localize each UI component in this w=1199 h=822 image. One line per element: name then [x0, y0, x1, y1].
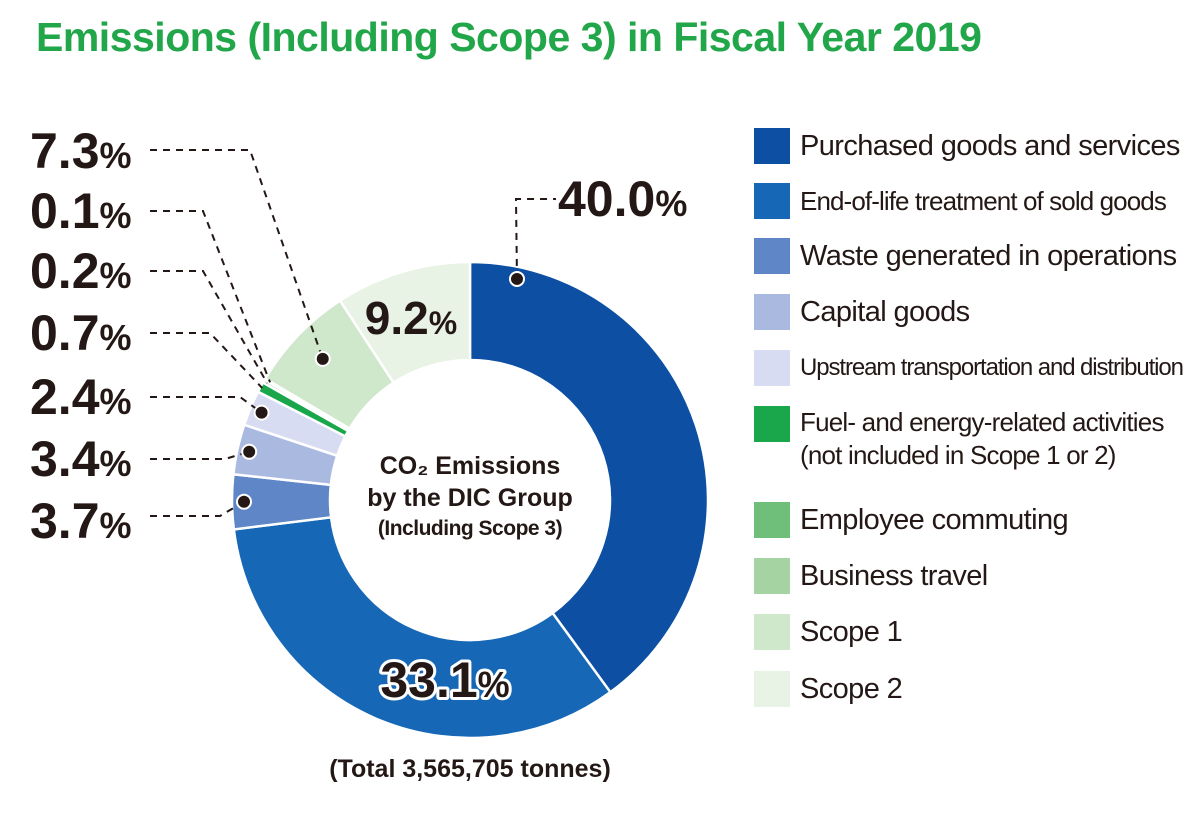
legend-item-capital-goods: Capital goods: [754, 294, 970, 330]
data-label-scope-1: 7.3%: [30, 123, 132, 179]
leader-line-waste-generated-in-operations: [150, 500, 245, 517]
legend-label: Scope 2: [800, 673, 903, 705]
slice-end-of-life-treatment-of-sold-goods: [232, 515, 613, 740]
legend-item-employee-commuting: Employee commuting: [754, 502, 1069, 538]
data-label-capital-goods: 3.4%: [30, 431, 132, 487]
legend-item-scope-2: Scope 2: [754, 671, 903, 707]
data-label-fuel-and-energy-related-activities: 0.7%: [30, 305, 132, 361]
data-label-employee-commuting: 0.2%: [30, 243, 132, 299]
legend-label: Waste generated in operations: [800, 240, 1177, 272]
legend-swatch: [754, 671, 790, 707]
legend-item-end-of-life-treatment-of-sold-goods: End-of-life treatment of sold goods: [754, 183, 1167, 219]
legend-swatch: [754, 294, 790, 330]
leader-line-upstream-transportation-and-distribution: [150, 396, 263, 414]
legend-swatch: [754, 183, 790, 219]
data-label-waste-generated-in-operations: 3.7%: [30, 493, 132, 549]
center-label-line2: by the DIC Group: [367, 484, 573, 512]
legend-label: Purchased goods and services: [800, 130, 1180, 162]
legend-swatch: [754, 406, 790, 442]
legend-item-scope-1: Scope 1: [754, 614, 903, 650]
legend-swatch: [754, 614, 790, 650]
legend-swatch: [754, 128, 790, 164]
leader-dot-waste-generated-in-operations: [236, 493, 253, 510]
data-label-business-travel: 0.1%: [30, 183, 132, 239]
leader-line-business-travel: [150, 210, 271, 383]
slice-purchased-goods-and-services: [468, 260, 710, 694]
leader-dot-upstream-transportation-and-distribution: [253, 404, 270, 421]
legend-item-purchased-goods-and-services: Purchased goods and services: [754, 128, 1180, 164]
data-label-upstream-transportation-and-distribution: 2.4%: [30, 369, 132, 425]
legend-item-business-travel: Business travel: [754, 558, 988, 594]
center-label: CO₂ Emissions by the DIC Group (Includin…: [330, 450, 610, 544]
leader-line-employee-commuting: [150, 270, 269, 384]
legend-item-waste-generated-in-operations: Waste generated in operations: [754, 238, 1177, 274]
legend-item-fuel-and-energy-related-activities: Fuel- and energy-related activities (not…: [754, 406, 1164, 472]
leader-line-scope-1: [150, 149, 324, 360]
data-label-scope-2: 9.2%: [365, 292, 457, 344]
slice-scope-2: [338, 260, 472, 385]
chart-title: Emissions (Including Scope 3) in Fiscal …: [36, 14, 982, 60]
data-label-end-of-life-treatment-of-sold-goods: 33.1%: [380, 652, 509, 708]
legend-label: Upstream transportation and distribution: [800, 354, 1184, 381]
legend-label: Fuel- and energy-related activities (not…: [800, 407, 1164, 470]
legend-label: Capital goods: [800, 296, 970, 328]
center-label-line3: (Including Scope 3): [377, 517, 563, 540]
legend-swatch: [754, 558, 790, 594]
total-label: (Total 3,565,705 tonnes): [329, 755, 611, 783]
legend-item-upstream-transportation-and-distribution: Upstream transportation and distribution: [754, 350, 1184, 386]
leader-dot-capital-goods: [241, 443, 258, 460]
legend-label: End-of-life treatment of sold goods: [800, 186, 1167, 216]
legend-swatch: [754, 238, 790, 274]
leader-line-fuel-and-energy-related-activities: [150, 332, 263, 389]
legend-label: Employee commuting: [800, 504, 1069, 536]
legend-swatch: [754, 502, 790, 538]
leader-dot-purchased-goods-and-services: [508, 270, 525, 287]
leader-line-capital-goods: [150, 450, 250, 460]
leader-line-purchased-goods-and-services: [514, 198, 556, 279]
legend-label: Scope 1: [800, 616, 903, 648]
legend-label: Business travel: [800, 560, 988, 592]
legend-swatch: [754, 350, 790, 386]
data-label-purchased-goods-and-services: 40.0%: [558, 171, 687, 227]
center-label-line1: CO₂ Emissions: [379, 452, 561, 480]
leader-dot-scope-1: [314, 350, 331, 367]
